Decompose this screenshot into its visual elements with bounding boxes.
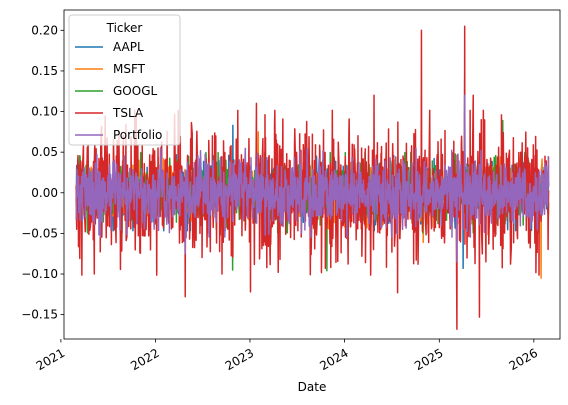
legend: Ticker AAPL MSFT GOOGL TSLA Portfolio <box>68 14 181 146</box>
legend-label-aapl: AAPL <box>113 40 144 54</box>
y-tick-label: −0.05 <box>21 226 58 240</box>
legend-label-portfolio: Portfolio <box>113 128 162 142</box>
y-tick-label: −0.10 <box>21 267 58 281</box>
y-tick-label: 0.20 <box>31 23 58 37</box>
y-tick-label: −0.15 <box>21 308 58 322</box>
series-line-tsla <box>75 25 550 330</box>
series-line-portfolio <box>75 94 550 263</box>
y-tick-label: 0.10 <box>31 105 58 119</box>
series-layer <box>75 25 550 330</box>
y-tick-label: 0.05 <box>31 145 58 159</box>
x-axis-label: Date <box>298 380 327 394</box>
y-tick-label: 0.15 <box>31 64 58 78</box>
legend-label-googl: GOOGL <box>113 84 157 98</box>
plot-frame <box>63 9 561 340</box>
legend-title: Ticker <box>106 21 143 35</box>
legend-label-tsla: TSLA <box>112 106 144 120</box>
y-axis: −0.15 −0.10 −0.05 0.00 0.05 0.10 0.15 0.20 <box>21 23 64 322</box>
y-tick-label: 0.00 <box>31 186 58 200</box>
legend-label-msft: MSFT <box>113 62 146 76</box>
